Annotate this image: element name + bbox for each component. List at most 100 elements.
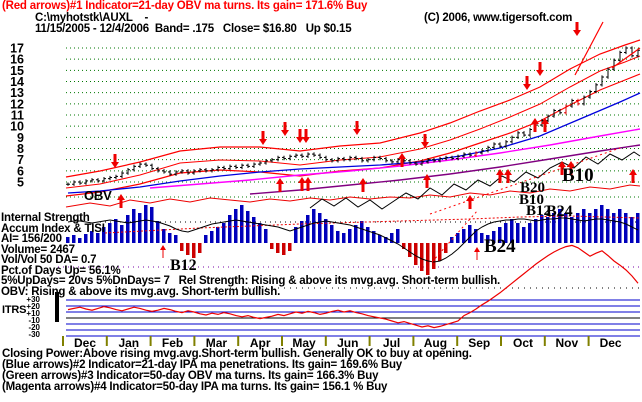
arrow-shaft — [506, 174, 510, 183]
accum-bar-positive — [498, 227, 502, 243]
sell-arrow-icon — [536, 70, 544, 76]
price-axis-label: 6 — [17, 164, 24, 178]
signal-label: B10 — [519, 192, 544, 208]
price-axis-label: 14 — [10, 75, 24, 89]
accum-bar-positive — [324, 219, 328, 243]
lower-band-line — [65, 73, 641, 197]
accum-bar-positive — [150, 207, 154, 243]
accum-bar-positive — [612, 213, 616, 243]
month-label: Dec — [74, 336, 96, 350]
month-label: Feb — [162, 336, 183, 350]
buy-arrow-icon — [531, 118, 539, 124]
accum-bar-positive — [504, 223, 508, 243]
arrow-shaft — [525, 76, 529, 85]
buy-arrow-icon — [359, 178, 367, 184]
accum-bar-positive — [348, 229, 352, 243]
accum-bar-positive — [618, 209, 622, 243]
accum-bar-positive — [354, 225, 358, 243]
mid-band-line — [65, 55, 641, 189]
accum-bar-positive — [114, 219, 118, 243]
accum-bar-positive — [234, 209, 238, 243]
tisi-line — [67, 217, 639, 263]
arrow-shaft — [304, 129, 308, 138]
accum-bar-positive — [264, 229, 268, 243]
dotted-trend-line — [431, 209, 479, 263]
accum-bar-negative — [420, 243, 424, 271]
signal-label: B24 — [546, 203, 573, 220]
buy-arrow-icon — [398, 153, 406, 159]
itrs-tick-label: +20 — [26, 302, 40, 311]
stat-volume: Volume= 2467 — [1, 244, 75, 256]
accum-bar-positive — [570, 217, 574, 243]
accum-bar-positive — [486, 235, 490, 243]
accum-bar-negative — [432, 243, 436, 269]
buy-arrow-icon — [567, 161, 575, 167]
accum-bar-positive — [582, 209, 586, 243]
accum-bar-positive — [600, 205, 604, 243]
itrs-tick-label: -20 — [28, 323, 40, 332]
price-axis-label: 8 — [17, 142, 24, 156]
accum-bar-positive — [528, 223, 532, 243]
accum-bar-positive — [102, 227, 106, 243]
accum-bar-positive — [378, 235, 382, 243]
sell-arrow-icon — [281, 130, 289, 136]
price-axis-label: 17 — [10, 42, 24, 56]
accum-bar-positive — [174, 235, 178, 243]
accum-bar-positive — [510, 219, 514, 243]
accum-bar-positive — [138, 213, 142, 243]
itrs-tick-label: -10 — [28, 316, 40, 325]
stat-vol-ratio: Vol/Vol 50 DA= 0.7 — [1, 254, 97, 266]
accum-bar-positive — [72, 235, 76, 243]
accum-bar-positive — [96, 233, 100, 243]
signal-label: B12 — [526, 203, 551, 219]
accum-bar-positive — [360, 221, 364, 243]
month-label: Nov — [555, 336, 578, 350]
price-axis-label: 10 — [10, 120, 24, 134]
accum-bar-positive — [216, 227, 220, 243]
accum-bar-positive — [534, 219, 538, 243]
accum-bar-negative — [276, 243, 280, 253]
accum-bar-positive — [156, 221, 160, 243]
accum-bar-negative — [186, 243, 190, 255]
sell-arrow-icon — [302, 137, 310, 143]
arrow-shaft — [283, 122, 287, 131]
buy-arrow-icon — [298, 177, 306, 183]
itrs-line — [67, 244, 639, 329]
price-axis-label: 9 — [17, 131, 24, 145]
accum-bar-positive — [306, 215, 310, 243]
buy-arrow-icon — [466, 195, 474, 201]
magenta-arrows-legend: (Magenta arrows)#4 Indicator=50-day IPA … — [2, 381, 388, 393]
accum-bar-negative — [438, 243, 442, 261]
price-axis-label: 12 — [10, 97, 24, 111]
accum-bar-negative — [288, 243, 292, 251]
sell-arrow-icon — [523, 84, 531, 90]
accum-bar-positive — [126, 215, 130, 243]
accum-bar-positive — [84, 234, 88, 243]
chart-subtitle: 11/15/2005 - 12/4/2006 Band= .175 Close=… — [35, 23, 352, 35]
month-label: Dec — [600, 336, 622, 350]
accum-bar-positive — [492, 231, 496, 243]
arrow-shaft — [278, 183, 282, 192]
price-axis-label: 13 — [10, 86, 24, 100]
accum-bar-positive — [372, 231, 376, 243]
arrow-shaft — [423, 134, 427, 143]
accum-bar-positive — [90, 231, 94, 243]
buy-arrow-icon — [496, 169, 504, 175]
accum-bar-positive — [474, 229, 478, 243]
stat-internal-strength: Internal Strength — [1, 212, 90, 224]
accum-bar-negative — [198, 243, 202, 253]
sell-arrow-icon — [259, 139, 267, 145]
accum-bar-positive — [606, 209, 610, 243]
accum-bar-positive — [78, 238, 82, 243]
buy-arrow-icon — [541, 118, 549, 124]
arrow-shaft — [533, 123, 537, 132]
arrow-shaft — [631, 174, 635, 183]
dotted-trend-line — [429, 147, 621, 215]
blue-arrows-legend: (Blue arrows)#2 Indicator=21-day IPA ma … — [2, 359, 402, 371]
accum-bar-positive — [558, 209, 562, 243]
month-label: Oct — [513, 336, 533, 350]
accum-bar-positive — [546, 217, 550, 243]
sell-arrow-icon — [111, 162, 119, 168]
